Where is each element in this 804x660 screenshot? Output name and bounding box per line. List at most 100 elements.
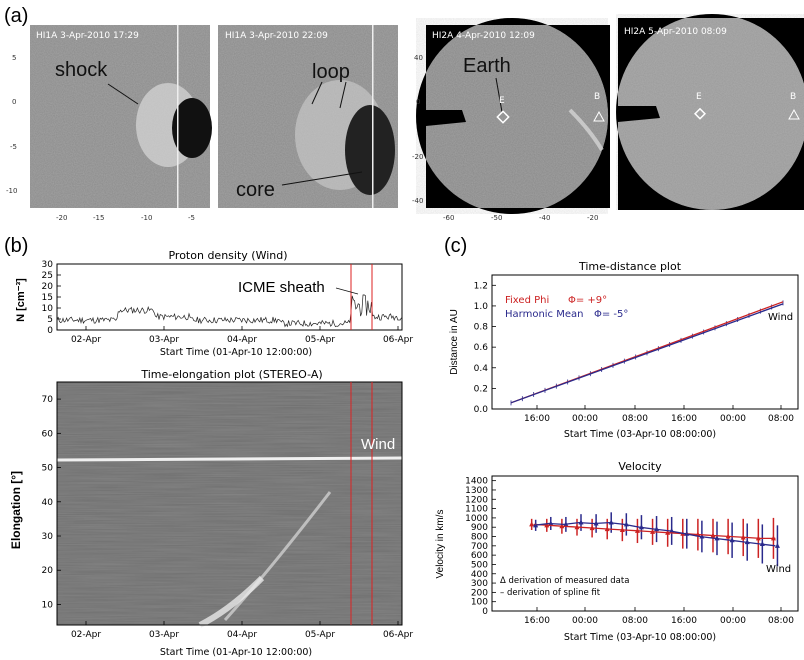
panel-label-c: (c) — [444, 235, 467, 257]
annotation-wind: Wind — [768, 312, 793, 323]
svg-text:-15: -15 — [93, 214, 104, 222]
image-3-ticks: 40 0 -20 -40 -60 -50 -40 -20 — [412, 54, 598, 222]
svg-text:-40: -40 — [539, 214, 550, 222]
chart-title: Proton density (Wind) — [168, 249, 287, 262]
legend-harmonic-mean-value: Φ= -5° — [594, 309, 628, 320]
earth-marker-label: E — [499, 96, 505, 106]
legend-harmonic-mean: Harmonic Mean — [505, 309, 583, 320]
stereo-b-label: B — [594, 92, 600, 102]
y-tick-label: 5 — [47, 315, 53, 325]
fixed-phi-fit — [533, 523, 776, 540]
y-tick-label: 0 — [482, 607, 488, 617]
y-tick-label: 10 — [42, 304, 54, 314]
x-axis-label: Start Time (03-Apr-10 08:00:00) — [564, 632, 716, 643]
x-axis-label: Start Time (03-Apr-10 08:00:00) — [564, 429, 716, 440]
svg-text:-20: -20 — [56, 214, 67, 222]
x-tick-label: 16:00 — [524, 616, 550, 626]
y-tick-label: 1400 — [465, 477, 488, 487]
y-tick-label: 700 — [471, 542, 488, 552]
x-axis-label: Start Time (01-Apr-10 12:00:00) — [160, 347, 312, 358]
x-tick-label: 03-Apr — [149, 630, 179, 640]
y-tick-label: 300 — [471, 579, 488, 589]
svg-text:-50: -50 — [491, 214, 502, 222]
x-tick-label: 04-Apr — [227, 630, 257, 640]
x-tick-label: 16:00 — [671, 616, 697, 626]
panel-label-a: (a) — [4, 5, 28, 27]
panel-label-b: (b) — [4, 235, 28, 257]
svg-text:-20: -20 — [412, 153, 423, 161]
y-tick-label: 30 — [42, 260, 54, 270]
annotation-loop: loop — [312, 61, 350, 83]
y-tick-label: 60 — [42, 429, 54, 439]
x-axis-label: Start Time (01-Apr-10 12:00:00) — [160, 647, 312, 658]
x-tick-label: 08:00 — [768, 616, 794, 626]
annotation-shock: shock — [55, 59, 108, 81]
y-tick-label: 1.2 — [474, 281, 488, 291]
x-tick-label: 03-Apr — [149, 335, 179, 345]
legend-note-spline: – derivation of spline fit — [500, 588, 601, 598]
y-tick-label: 100 — [471, 598, 488, 608]
image-title: HI2A 5-Apr-2010 08:09 — [624, 27, 727, 37]
annotation-icme-sheath: ICME sheath — [238, 279, 325, 296]
x-tick-label: 02-Apr — [71, 335, 101, 345]
annotation-earth: Earth — [463, 55, 511, 77]
y-tick-label: 900 — [471, 523, 488, 533]
y-tick-label: 0.6 — [474, 343, 489, 353]
time-elongation-chart: Time-elongation plot (STEREO-A) Wind Elo… — [9, 368, 413, 658]
y-axis-label: Elongation [°] — [9, 471, 23, 549]
chart-title: Time-distance plot — [578, 260, 682, 273]
density-series — [56, 294, 402, 328]
x-tick-label: 08:00 — [622, 414, 648, 424]
x-tick-label: 00:00 — [572, 616, 598, 626]
x-tick-label: 16:00 — [524, 414, 550, 424]
legend-fixed-phi-value: Φ= +9° — [568, 295, 607, 306]
y-tick-label: 800 — [471, 533, 488, 543]
y-tick-label: 50 — [42, 464, 54, 474]
x-tick-label: 05-Apr — [305, 335, 335, 345]
y-tick-label: 0.8 — [474, 323, 489, 333]
hi1a-image-1: HI1A 3-Apr-2010 17:29 shock — [30, 25, 212, 208]
x-tick-label: 16:00 — [671, 414, 697, 424]
y-tick-label: 1200 — [465, 495, 488, 505]
svg-text:5: 5 — [12, 54, 16, 62]
svg-text:-40: -40 — [412, 197, 423, 205]
x-tick-label: 00:00 — [572, 414, 598, 424]
svg-text:-5: -5 — [10, 143, 17, 151]
proton-density-chart: Proton density (Wind) N [cm⁻³] 051015202… — [15, 249, 413, 358]
svg-text:-20: -20 — [587, 214, 598, 222]
y-tick-label: 500 — [471, 560, 488, 570]
y-tick-label: 1100 — [465, 505, 488, 515]
x-tick-label: 05-Apr — [305, 630, 335, 640]
velocity-point — [529, 521, 535, 527]
harmonic-mean-fit — [533, 521, 776, 547]
annotation-wind: Wind — [361, 436, 395, 453]
hi1a-image-2: HI1A 3-Apr-2010 22:09 loop core — [218, 25, 398, 208]
annotation-core: core — [236, 179, 275, 201]
chart-title: Time-elongation plot (STEREO-A) — [140, 368, 322, 381]
image-title: HI1A 3-Apr-2010 22:09 — [225, 31, 328, 41]
svg-text:0: 0 — [12, 98, 16, 106]
svg-text:-10: -10 — [141, 214, 152, 222]
y-tick-label: 0.4 — [474, 364, 489, 374]
earth-marker-label: E — [696, 92, 702, 102]
y-tick-label: 400 — [471, 570, 488, 580]
x-tick-label: 08:00 — [768, 414, 794, 424]
chart-title: Velocity — [618, 460, 662, 473]
y-tick-label: 0.0 — [474, 405, 489, 415]
svg-text:0: 0 — [416, 98, 420, 106]
harmonic-mean-line — [510, 303, 784, 404]
y-tick-label: 70 — [42, 395, 54, 405]
svg-text:40: 40 — [414, 54, 423, 62]
y-tick-label: 15 — [42, 293, 53, 303]
velocity-chart: Velocity Velocity in km/s 01002003004005… — [435, 460, 799, 643]
image-title: HI2A 4-Apr-2010 12:09 — [432, 31, 535, 41]
x-tick-label: 00:00 — [720, 414, 746, 424]
x-tick-label: 08:00 — [622, 616, 648, 626]
x-tick-label: 02-Apr — [71, 630, 101, 640]
velocity-point — [774, 542, 780, 548]
y-tick-label: 1.0 — [474, 302, 489, 312]
x-tick-label: 00:00 — [720, 616, 746, 626]
y-tick-label: 0.2 — [474, 384, 488, 394]
y-tick-label: 20 — [42, 282, 54, 292]
